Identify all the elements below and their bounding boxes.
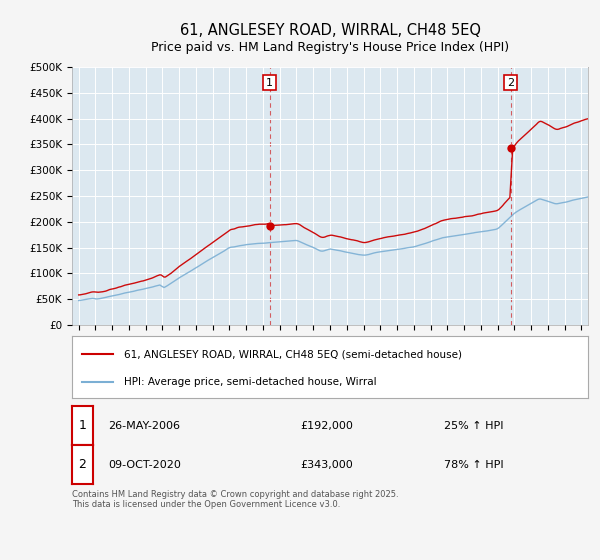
Text: 2: 2 bbox=[507, 78, 514, 88]
Text: 09-OCT-2020: 09-OCT-2020 bbox=[108, 460, 181, 470]
Text: Contains HM Land Registry data © Crown copyright and database right 2025.
This d: Contains HM Land Registry data © Crown c… bbox=[72, 490, 398, 510]
Text: 61, ANGLESEY ROAD, WIRRAL, CH48 5EQ (semi-detached house): 61, ANGLESEY ROAD, WIRRAL, CH48 5EQ (sem… bbox=[124, 349, 461, 360]
Text: 25% ↑ HPI: 25% ↑ HPI bbox=[444, 421, 503, 431]
Text: 61, ANGLESEY ROAD, WIRRAL, CH48 5EQ: 61, ANGLESEY ROAD, WIRRAL, CH48 5EQ bbox=[179, 24, 481, 38]
Text: 26-MAY-2006: 26-MAY-2006 bbox=[108, 421, 180, 431]
Text: HPI: Average price, semi-detached house, Wirral: HPI: Average price, semi-detached house,… bbox=[124, 377, 376, 387]
Text: £343,000: £343,000 bbox=[300, 460, 353, 470]
Text: 1: 1 bbox=[79, 419, 86, 432]
Text: 1: 1 bbox=[266, 78, 273, 88]
Text: £192,000: £192,000 bbox=[300, 421, 353, 431]
Text: Price paid vs. HM Land Registry's House Price Index (HPI): Price paid vs. HM Land Registry's House … bbox=[151, 41, 509, 54]
Text: 2: 2 bbox=[79, 458, 86, 472]
Text: 78% ↑ HPI: 78% ↑ HPI bbox=[444, 460, 503, 470]
